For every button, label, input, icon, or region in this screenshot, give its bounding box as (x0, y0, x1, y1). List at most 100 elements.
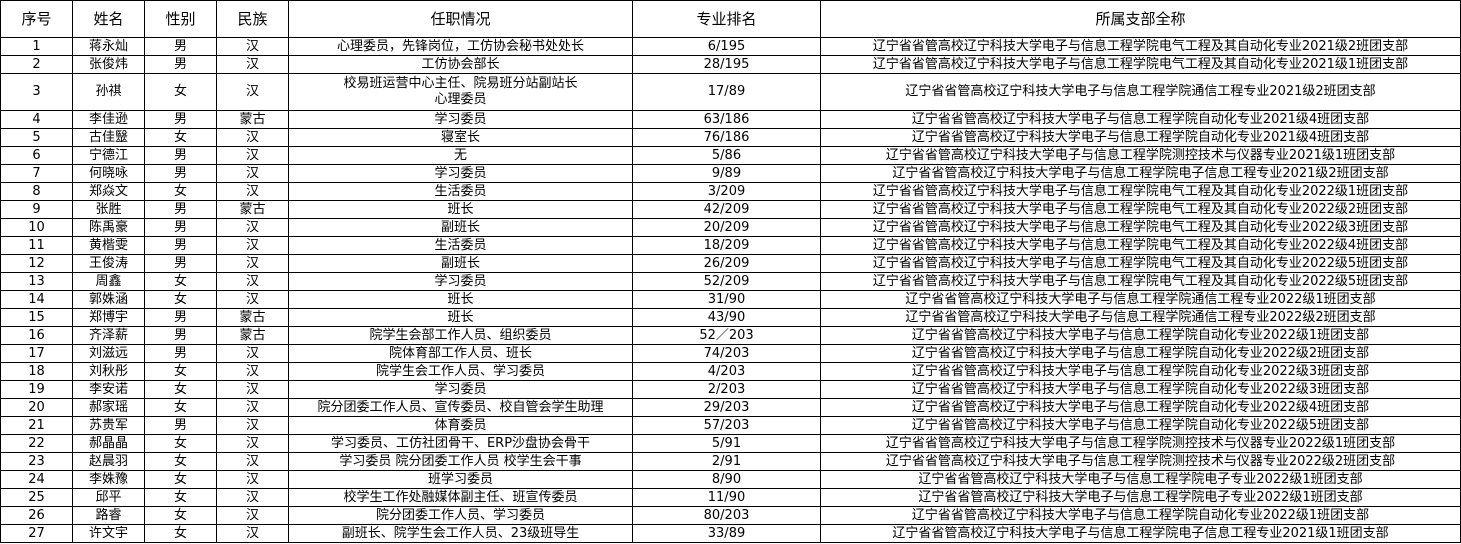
cell-rank[interactable]: 18/209 (632, 236, 821, 255)
cell-position[interactable]: 生活委员 (288, 182, 633, 201)
cell-branch[interactable]: 辽宁省省管高校辽宁科技大学电子与信息工程学院自动化专业2021级4班团支部 (820, 128, 1461, 147)
cell-gender[interactable]: 男 (144, 236, 217, 255)
cell-position[interactable]: 学习委员、工仿社团骨干、ERP沙盘协会骨干 (288, 434, 633, 453)
cell-branch[interactable]: 辽宁省省管高校辽宁科技大学电子与信息工程学院电气工程及其自动化专业2022级3班… (820, 218, 1461, 237)
cell-ethnicity[interactable]: 蒙古 (216, 308, 289, 327)
cell-gender[interactable]: 女 (144, 398, 217, 417)
cell-ethnicity[interactable]: 汉 (216, 380, 289, 399)
cell-gender[interactable]: 男 (144, 326, 217, 345)
header-position[interactable]: 任职情况 (288, 0, 633, 38)
cell-ethnicity[interactable]: 汉 (216, 236, 289, 255)
cell-rank[interactable]: 52/209 (632, 272, 821, 291)
cell-position[interactable]: 学习委员 院分团委工作人员 校学生会干事 (288, 452, 633, 471)
cell-rank[interactable]: 3/209 (632, 182, 821, 201)
cell-branch[interactable]: 辽宁省省管高校辽宁科技大学电子与信息工程学院电子信息工程专业2021级2班团支部 (820, 164, 1461, 183)
cell-index[interactable]: 23 (0, 452, 73, 471)
cell-branch[interactable]: 辽宁省省管高校辽宁科技大学电子与信息工程学院电气工程及其自动化专业2022级5班… (820, 272, 1461, 291)
cell-gender[interactable]: 男 (144, 218, 217, 237)
cell-rank[interactable]: 42/209 (632, 200, 821, 219)
cell-gender[interactable]: 女 (144, 362, 217, 381)
cell-ethnicity[interactable]: 蒙古 (216, 326, 289, 345)
cell-position[interactable]: 院学生会部工作人员、组织委员 (288, 326, 633, 345)
cell-gender[interactable]: 女 (144, 272, 217, 291)
cell-gender[interactable]: 女 (144, 506, 217, 525)
cell-position[interactable]: 学习委员 (288, 272, 633, 291)
cell-name[interactable]: 黄楷雯 (72, 236, 145, 255)
cell-branch[interactable]: 辽宁省省管高校辽宁科技大学电子与信息工程学院测控技术与仪器专业2022级1班团支… (820, 434, 1461, 453)
cell-rank[interactable]: 5/86 (632, 146, 821, 165)
cell-index[interactable]: 17 (0, 344, 73, 363)
cell-name[interactable]: 郭姝涵 (72, 290, 145, 309)
cell-rank[interactable]: 80/203 (632, 506, 821, 525)
cell-rank[interactable]: 76/186 (632, 128, 821, 147)
cell-rank[interactable]: 6/195 (632, 37, 821, 56)
cell-ethnicity[interactable]: 汉 (216, 218, 289, 237)
cell-gender[interactable]: 男 (144, 55, 217, 74)
header-branch[interactable]: 所属支部全称 (820, 0, 1461, 38)
cell-position[interactable]: 校易班运营中心主任、院易班分站副站长 心理委员 (288, 73, 633, 111)
cell-ethnicity[interactable]: 蒙古 (216, 200, 289, 219)
cell-position[interactable]: 院分团委工作人员、宣传委员、校自管会学生助理 (288, 398, 633, 417)
cell-rank[interactable]: 57/203 (632, 416, 821, 435)
cell-branch[interactable]: 辽宁省省管高校辽宁科技大学电子与信息工程学院电气工程及其自动化专业2021级2班… (820, 37, 1461, 56)
cell-ethnicity[interactable]: 汉 (216, 128, 289, 147)
cell-index[interactable]: 20 (0, 398, 73, 417)
cell-position[interactable]: 副班长、院学生会工作人员、23级班导生 (288, 524, 633, 543)
cell-rank[interactable]: 5/91 (632, 434, 821, 453)
cell-ethnicity[interactable]: 蒙古 (216, 110, 289, 129)
cell-ethnicity[interactable]: 汉 (216, 290, 289, 309)
cell-rank[interactable]: 11/90 (632, 488, 821, 507)
cell-gender[interactable]: 女 (144, 452, 217, 471)
cell-gender[interactable]: 男 (144, 308, 217, 327)
cell-rank[interactable]: 2/91 (632, 452, 821, 471)
cell-rank[interactable]: 26/209 (632, 254, 821, 273)
cell-index[interactable]: 3 (0, 73, 73, 111)
cell-name[interactable]: 李姝豫 (72, 470, 145, 489)
cell-position[interactable]: 工仿协会部长 (288, 55, 633, 74)
cell-gender[interactable]: 女 (144, 128, 217, 147)
cell-name[interactable]: 赵晨羽 (72, 452, 145, 471)
cell-name[interactable]: 郑焱文 (72, 182, 145, 201)
header-index[interactable]: 序号 (0, 0, 73, 38)
cell-rank[interactable]: 17/89 (632, 73, 821, 111)
cell-name[interactable]: 李安诺 (72, 380, 145, 399)
cell-position[interactable]: 副班长 (288, 218, 633, 237)
cell-position[interactable]: 院分团委工作人员、学习委员 (288, 506, 633, 525)
cell-gender[interactable]: 男 (144, 146, 217, 165)
cell-position[interactable]: 班长 (288, 200, 633, 219)
cell-position[interactable]: 学习委员 (288, 380, 633, 399)
cell-branch[interactable]: 辽宁省省管高校辽宁科技大学电子与信息工程学院电气工程及其自动化专业2021级1班… (820, 55, 1461, 74)
cell-gender[interactable]: 女 (144, 434, 217, 453)
cell-index[interactable]: 12 (0, 254, 73, 273)
cell-name[interactable]: 李佳逊 (72, 110, 145, 129)
cell-ethnicity[interactable]: 汉 (216, 272, 289, 291)
cell-ethnicity[interactable]: 汉 (216, 470, 289, 489)
cell-rank[interactable]: 74/203 (632, 344, 821, 363)
cell-name[interactable]: 邱平 (72, 488, 145, 507)
cell-name[interactable]: 郝晶晶 (72, 434, 145, 453)
cell-name[interactable]: 周鑫 (72, 272, 145, 291)
cell-index[interactable]: 18 (0, 362, 73, 381)
cell-ethnicity[interactable]: 汉 (216, 506, 289, 525)
cell-ethnicity[interactable]: 汉 (216, 524, 289, 543)
cell-branch[interactable]: 辽宁省省管高校辽宁科技大学电子与信息工程学院通信工程专业2022级2班团支部 (820, 308, 1461, 327)
cell-gender[interactable]: 男 (144, 37, 217, 56)
cell-rank[interactable]: 20/209 (632, 218, 821, 237)
cell-position[interactable]: 学习委员 (288, 164, 633, 183)
header-rank[interactable]: 专业排名 (632, 0, 821, 38)
cell-ethnicity[interactable]: 汉 (216, 254, 289, 273)
cell-index[interactable]: 24 (0, 470, 73, 489)
header-ethnicity[interactable]: 民族 (216, 0, 289, 38)
cell-position[interactable]: 班长 (288, 290, 633, 309)
cell-name[interactable]: 张俊炜 (72, 55, 145, 74)
cell-name[interactable]: 张胜 (72, 200, 145, 219)
cell-branch[interactable]: 辽宁省省管高校辽宁科技大学电子与信息工程学院自动化专业2022级5班团支部 (820, 416, 1461, 435)
cell-gender[interactable]: 女 (144, 524, 217, 543)
cell-index[interactable]: 11 (0, 236, 73, 255)
cell-position[interactable]: 体育委员 (288, 416, 633, 435)
cell-ethnicity[interactable]: 汉 (216, 362, 289, 381)
cell-index[interactable]: 4 (0, 110, 73, 129)
cell-ethnicity[interactable]: 汉 (216, 344, 289, 363)
cell-gender[interactable]: 男 (144, 110, 217, 129)
cell-branch[interactable]: 辽宁省省管高校辽宁科技大学电子与信息工程学院自动化专业2022级2班团支部 (820, 344, 1461, 363)
